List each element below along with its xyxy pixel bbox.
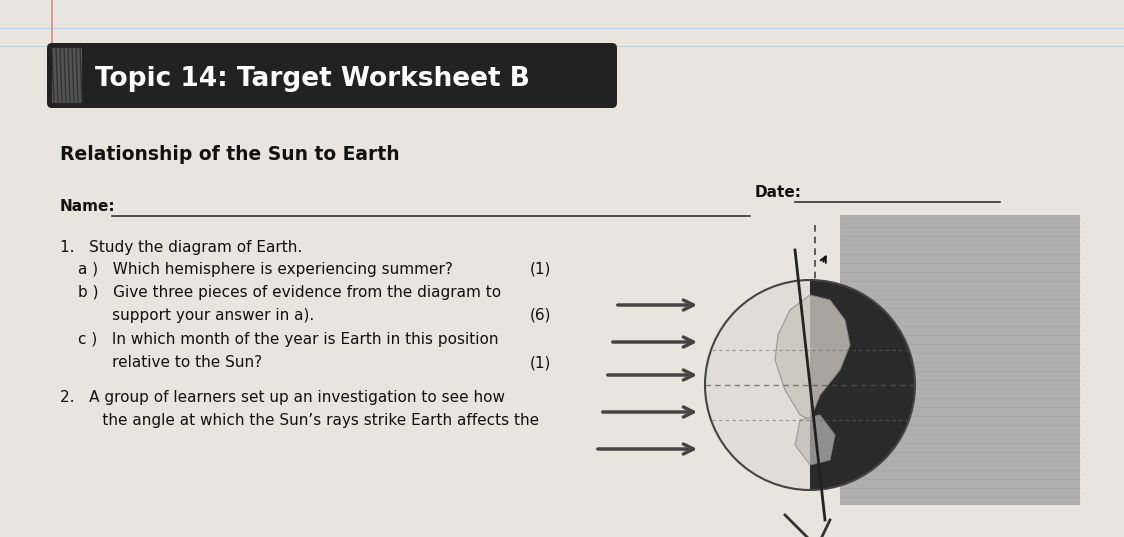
Text: support your answer in a).: support your answer in a). (78, 308, 315, 323)
Wedge shape (810, 280, 915, 490)
Text: Topic 14: Target Worksheet B: Topic 14: Target Worksheet B (96, 66, 529, 92)
Polygon shape (795, 415, 835, 465)
Polygon shape (776, 295, 850, 420)
Text: c )   In which month of the year is Earth in this position: c ) In which month of the year is Earth … (78, 332, 499, 347)
Text: a )   Which hemisphere is experiencing summer?: a ) Which hemisphere is experiencing sum… (78, 262, 453, 277)
Text: 2.   A group of learners set up an investigation to see how: 2. A group of learners set up an investi… (60, 390, 505, 405)
Text: Name:: Name: (60, 199, 116, 214)
Text: (6): (6) (531, 308, 552, 323)
FancyBboxPatch shape (47, 43, 617, 108)
Text: b )   Give three pieces of evidence from the diagram to: b ) Give three pieces of evidence from t… (78, 285, 501, 300)
FancyBboxPatch shape (52, 48, 82, 103)
Text: (1): (1) (531, 355, 552, 370)
Wedge shape (705, 280, 810, 490)
Text: relative to the Sun?: relative to the Sun? (78, 355, 262, 370)
Text: the angle at which the Sun’s rays strike Earth affects the: the angle at which the Sun’s rays strike… (78, 413, 540, 428)
FancyBboxPatch shape (840, 215, 1080, 505)
Text: Relationship of the Sun to Earth: Relationship of the Sun to Earth (60, 145, 400, 164)
Text: 1.   Study the diagram of Earth.: 1. Study the diagram of Earth. (60, 240, 302, 255)
Text: (1): (1) (531, 262, 552, 277)
Text: Date:: Date: (755, 185, 803, 200)
